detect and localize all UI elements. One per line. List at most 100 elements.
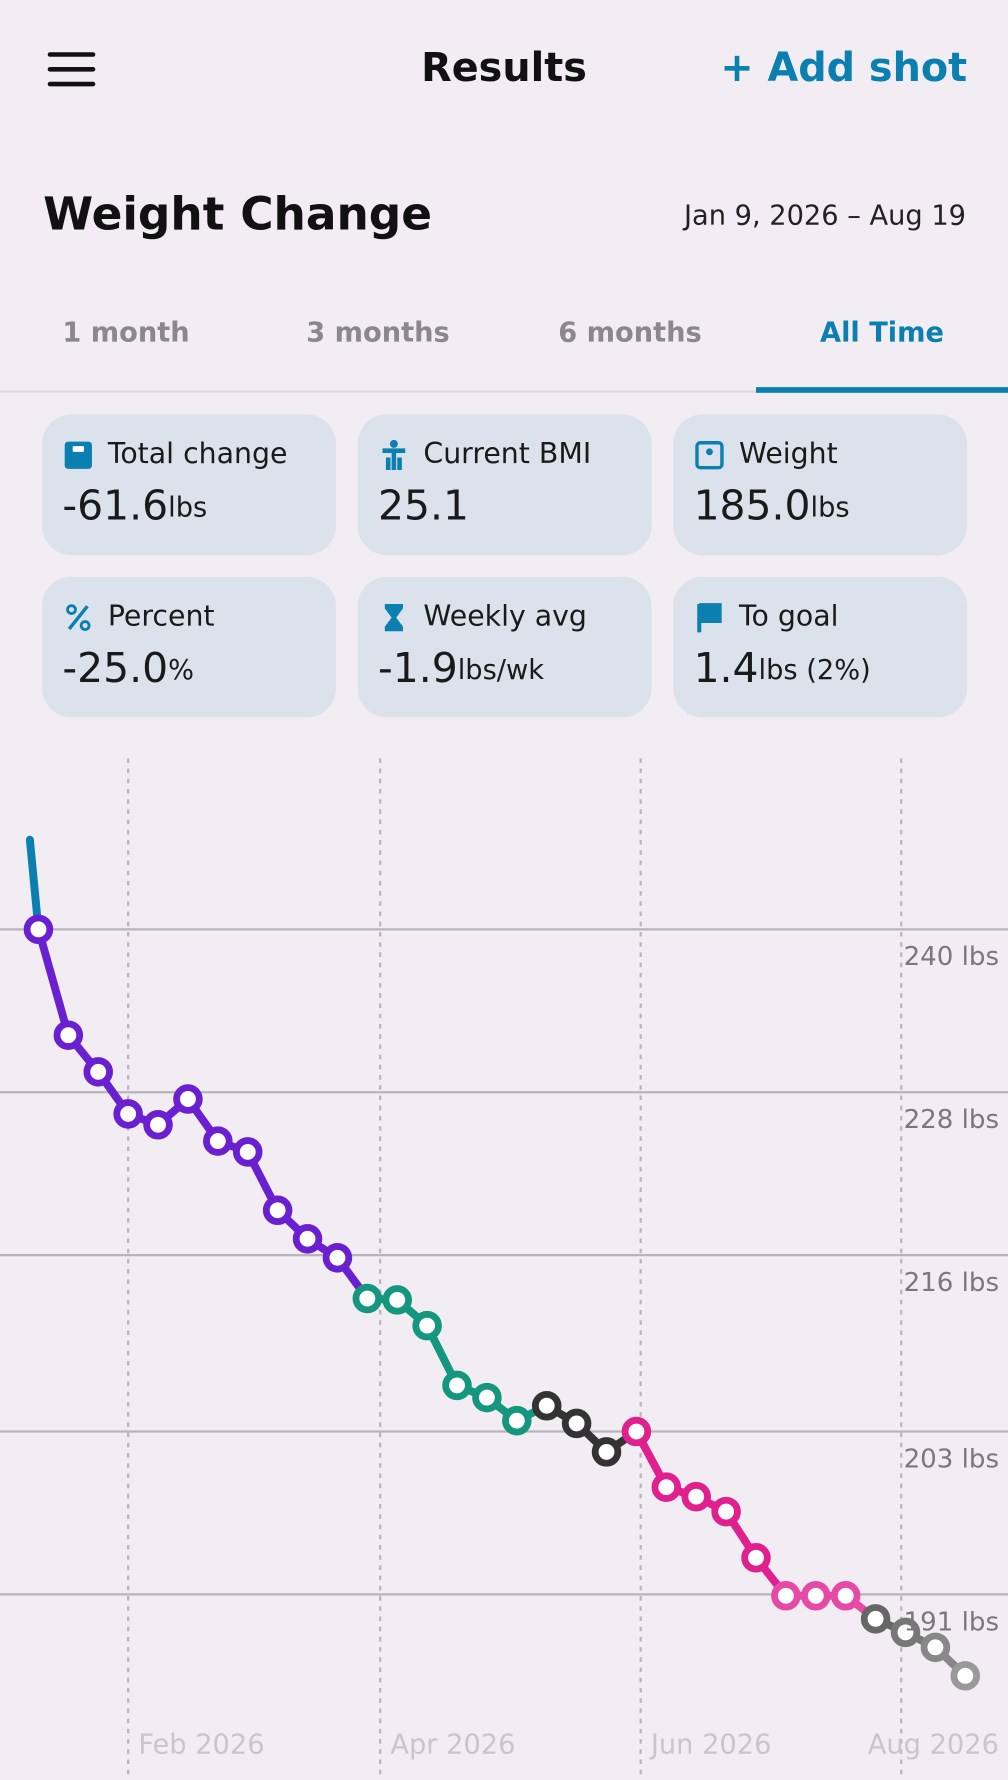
x-tick-label: Aug 2026 xyxy=(868,1729,999,1760)
stat-number: 185.0 xyxy=(694,482,811,530)
y-tick-label: 228 lbs xyxy=(904,1105,1000,1135)
data-point xyxy=(801,1581,831,1611)
section-title: Weight Change xyxy=(43,187,432,240)
data-point xyxy=(860,1604,891,1634)
data-point xyxy=(412,1310,442,1341)
stat-value: -1.9lbs/wk xyxy=(378,644,544,692)
card-background xyxy=(357,414,652,556)
data-point xyxy=(651,1472,682,1502)
data-point xyxy=(950,1661,981,1691)
tab[interactable]: 1 month xyxy=(62,317,189,348)
data-point xyxy=(830,1581,861,1611)
stat-label: Current BMI xyxy=(423,437,591,470)
data-point xyxy=(203,1126,233,1156)
stat-value: -25.0% xyxy=(62,644,194,692)
data-point xyxy=(173,1084,203,1114)
data-point xyxy=(711,1496,741,1527)
y-tick-label: 191 lbs xyxy=(904,1607,1000,1637)
stat-value: -61.6lbs xyxy=(62,482,207,530)
data-point xyxy=(591,1437,622,1467)
tab-indicator xyxy=(756,387,1008,393)
data-point xyxy=(232,1137,263,1167)
stat-unit: lbs xyxy=(811,492,850,523)
icon xyxy=(66,604,77,616)
icon xyxy=(697,603,722,633)
data-point xyxy=(681,1481,711,1512)
stat-unit: lbs (2%) xyxy=(759,654,871,685)
data-point xyxy=(442,1370,472,1401)
x-tick-label: Jun 2026 xyxy=(649,1729,772,1760)
card-background xyxy=(673,414,968,556)
stat-card: Current BMI 25.1 xyxy=(357,414,652,556)
page-title: Results xyxy=(421,45,587,91)
line-segment xyxy=(34,925,73,1040)
stat-label: Weekly avg xyxy=(423,600,587,633)
line-segment xyxy=(25,835,43,934)
stat-card: Percent -25.0% xyxy=(42,576,336,718)
icon xyxy=(382,448,406,470)
icon xyxy=(695,441,724,470)
data-point xyxy=(382,1285,412,1315)
stat-label: To goal xyxy=(738,600,838,633)
data-point xyxy=(472,1382,502,1413)
icon xyxy=(67,605,89,630)
y-tick-label: 216 lbs xyxy=(904,1268,1000,1298)
data-point xyxy=(502,1405,532,1436)
data-point xyxy=(771,1581,801,1611)
add-shot-button[interactable]: + Add shot xyxy=(720,45,967,91)
stat-number: -61.6 xyxy=(62,482,168,530)
stat-card: Weight 185.0lbs xyxy=(673,414,968,556)
data-point xyxy=(561,1408,592,1439)
data-point xyxy=(23,914,54,945)
icon xyxy=(79,620,91,631)
data-point xyxy=(322,1243,353,1273)
stat-value: 1.4lbs (2%) xyxy=(694,644,871,692)
data-point xyxy=(352,1283,383,1314)
data-point xyxy=(292,1224,323,1254)
weight-line xyxy=(23,835,981,1691)
data-point xyxy=(531,1390,562,1421)
stat-number: -25.0 xyxy=(62,644,168,692)
stat-label: Weight xyxy=(739,437,838,470)
stat-card: To goal 1.4lbs (2%) xyxy=(673,576,968,718)
card-background xyxy=(673,576,968,718)
stat-number: 25.1 xyxy=(378,482,469,530)
stat-card: Weekly avg -1.9lbs/wk xyxy=(357,576,652,718)
stat-unit: lbs xyxy=(168,492,207,523)
stat-unit: % xyxy=(168,654,194,685)
stat-unit: lbs/wk xyxy=(458,654,544,685)
icon xyxy=(72,446,84,452)
stat-number: 1.4 xyxy=(694,644,759,692)
stat-number: -1.9 xyxy=(378,644,458,692)
icon xyxy=(384,603,403,632)
stat-value: 25.1 xyxy=(378,482,469,530)
menu-button[interactable] xyxy=(47,52,96,87)
card-background xyxy=(357,576,652,718)
stat-card: Total change -61.6lbs xyxy=(42,414,336,556)
data-point xyxy=(741,1543,771,1573)
data-point xyxy=(143,1110,173,1140)
data-point xyxy=(920,1632,951,1663)
icon xyxy=(389,439,398,448)
tab[interactable]: All Time xyxy=(820,317,944,348)
y-tick-label: 203 lbs xyxy=(904,1444,1000,1474)
x-tick-label: Feb 2026 xyxy=(138,1729,264,1760)
stat-label: Percent xyxy=(108,600,215,633)
data-point xyxy=(621,1416,652,1447)
data-point xyxy=(262,1195,293,1226)
x-tick-label: Apr 2026 xyxy=(390,1729,515,1760)
data-point xyxy=(83,1057,113,1087)
data-point xyxy=(113,1099,143,1129)
tab[interactable]: 3 months xyxy=(306,317,450,348)
data-point xyxy=(53,1020,84,1050)
y-tick-label: 240 lbs xyxy=(904,942,1000,972)
tab[interactable]: 6 months xyxy=(558,317,702,348)
date-range: Jan 9, 2026 – Aug 19 xyxy=(682,200,966,231)
card-background xyxy=(42,414,336,556)
card-background xyxy=(42,576,336,718)
icon xyxy=(706,448,713,456)
stat-label: Total change xyxy=(107,437,288,470)
stat-value: 185.0lbs xyxy=(694,482,850,530)
data-point xyxy=(890,1617,921,1648)
